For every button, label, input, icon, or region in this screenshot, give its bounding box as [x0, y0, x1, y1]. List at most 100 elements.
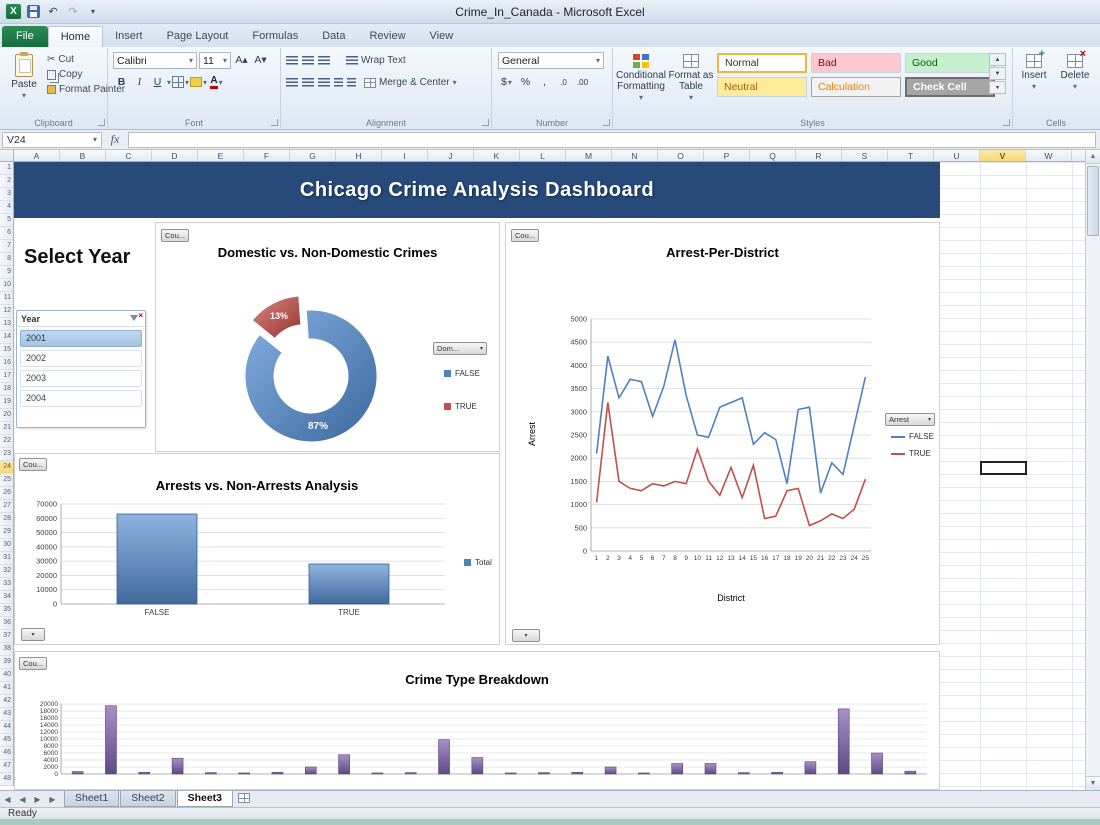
formula-input[interactable]: [128, 131, 1096, 148]
row-header-47[interactable]: 47: [0, 760, 13, 773]
row-header-46[interactable]: 46: [0, 747, 13, 760]
select-all-corner[interactable]: [0, 150, 14, 162]
column-header-C[interactable]: C: [106, 150, 152, 161]
merge-center-button[interactable]: Merge & Center ▾: [364, 75, 457, 90]
accounting-format-button[interactable]: $ ▾: [501, 76, 512, 88]
vertical-scroll-thumb[interactable]: [1087, 166, 1099, 236]
bar-axis-field-button[interactable]: ▾: [21, 628, 45, 641]
column-header-T[interactable]: T: [888, 150, 934, 161]
row-header-21[interactable]: 21: [0, 422, 13, 435]
row-header-41[interactable]: 41: [0, 682, 13, 695]
row-header-4[interactable]: 4: [0, 201, 13, 214]
paste-button[interactable]: Paste ▾: [5, 50, 43, 101]
column-header-A[interactable]: A: [14, 150, 60, 161]
row-header-26[interactable]: 26: [0, 487, 13, 500]
row-header-11[interactable]: 11: [0, 292, 13, 305]
slicer-item-2004[interactable]: 2004: [20, 390, 142, 407]
row-header-13[interactable]: 13: [0, 318, 13, 331]
clear-filter-icon[interactable]: [129, 311, 143, 324]
row-header-17[interactable]: 17: [0, 370, 13, 383]
sheet-tab-sheet1[interactable]: Sheet1: [64, 791, 120, 807]
row-header-30[interactable]: 30: [0, 539, 13, 552]
prev-sheet-button[interactable]: ◀: [19, 794, 26, 804]
column-header-U[interactable]: U: [934, 150, 980, 161]
column-header-J[interactable]: J: [428, 150, 474, 161]
increase-decimal-button[interactable]: .0: [560, 77, 567, 87]
row-header-42[interactable]: 42: [0, 695, 13, 708]
row-header-37[interactable]: 37: [0, 630, 13, 643]
column-header-W[interactable]: W: [1026, 150, 1072, 161]
tab-page-layout[interactable]: Page Layout: [166, 30, 229, 42]
last-sheet-button[interactable]: ▶: [49, 794, 56, 804]
column-header-F[interactable]: F: [244, 150, 290, 161]
tab-data[interactable]: Data: [322, 30, 346, 42]
row-header-3[interactable]: 3: [0, 188, 13, 201]
borders-button[interactable]: ▾: [172, 74, 189, 90]
row-header-25[interactable]: 25: [0, 474, 13, 487]
column-header-D[interactable]: D: [152, 150, 198, 161]
styles-gallery-more-button[interactable]: ▾: [989, 81, 1006, 94]
line-series-field-button[interactable]: Arrest ▾: [885, 413, 935, 426]
row-header-1[interactable]: 1: [0, 162, 13, 175]
styles-gallery-down-button[interactable]: ▼: [989, 67, 1006, 80]
selected-cell[interactable]: [980, 461, 1027, 475]
cell-style-normal[interactable]: Normal: [717, 53, 807, 73]
slicer-item-2003[interactable]: 2003: [20, 370, 142, 387]
row-header-23[interactable]: 23: [0, 448, 13, 461]
redo-button[interactable]: ↷: [68, 6, 78, 18]
number-format-select[interactable]: General ▾: [498, 52, 604, 69]
column-header-L[interactable]: L: [520, 150, 566, 161]
font-family-select[interactable]: Calibri ▾: [113, 52, 197, 69]
decrease-indent-icon[interactable]: [334, 78, 343, 87]
row-header-27[interactable]: 27: [0, 500, 13, 513]
align-left-icon[interactable]: [286, 78, 298, 87]
name-box-dropdown-icon[interactable]: ▾: [92, 135, 97, 144]
tab-formulas[interactable]: Formulas: [252, 30, 299, 42]
tab-view[interactable]: View: [429, 30, 454, 42]
breakdown-chart-container[interactable]: Cou... Crime Type Breakdown 0 2000 4000 600…: [14, 651, 940, 790]
insert-function-button[interactable]: fx: [110, 132, 120, 146]
copy-button[interactable]: Copy: [47, 67, 125, 82]
next-sheet-button[interactable]: ▶: [34, 794, 41, 804]
row-header-18[interactable]: 18: [0, 383, 13, 396]
styles-gallery-up-button[interactable]: ▲: [989, 53, 1006, 66]
column-header-K[interactable]: K: [474, 150, 520, 161]
row-header-38[interactable]: 38: [0, 643, 13, 656]
slicer-item-2001[interactable]: 2001: [20, 330, 142, 347]
number-dialog-launcher-icon[interactable]: [603, 119, 610, 126]
wrap-text-button[interactable]: Wrap Text: [346, 53, 406, 68]
cell-style-neutral[interactable]: Neutral: [717, 77, 807, 97]
decrease-decimal-button[interactable]: .00: [576, 77, 589, 87]
styles-dialog-launcher-icon[interactable]: [1003, 119, 1010, 126]
row-header-5[interactable]: 5: [0, 214, 13, 227]
row-header-31[interactable]: 31: [0, 552, 13, 565]
align-right-icon[interactable]: [318, 78, 330, 87]
scroll-down-arrow[interactable]: ▼: [1086, 776, 1100, 790]
row-header-8[interactable]: 8: [0, 253, 13, 266]
cell-style-calculation[interactable]: Calculation: [811, 77, 901, 97]
tab-file[interactable]: File: [2, 26, 48, 47]
align-middle-icon[interactable]: [302, 56, 314, 65]
cell-style-bad[interactable]: Bad: [811, 53, 901, 73]
row-header-14[interactable]: 14: [0, 331, 13, 344]
column-header-M[interactable]: M: [566, 150, 612, 161]
row-header-28[interactable]: 28: [0, 513, 13, 526]
column-header-Q[interactable]: Q: [750, 150, 796, 161]
alignment-dialog-launcher-icon[interactable]: [482, 119, 489, 126]
bar-chart-container[interactable]: Cou... Arrests vs. Non-Arrests Analysis …: [14, 453, 500, 645]
row-header-33[interactable]: 33: [0, 578, 13, 591]
row-header-16[interactable]: 16: [0, 357, 13, 370]
align-center-icon[interactable]: [302, 78, 314, 87]
column-header-N[interactable]: N: [612, 150, 658, 161]
row-header-43[interactable]: 43: [0, 708, 13, 721]
format-as-table-button[interactable]: Format as Table ▾: [667, 50, 715, 103]
tab-review[interactable]: Review: [369, 30, 406, 42]
column-header-G[interactable]: G: [290, 150, 336, 161]
column-header-R[interactable]: R: [796, 150, 842, 161]
italic-button[interactable]: I: [137, 76, 142, 88]
insert-cells-button[interactable]: + Insert ▾: [1021, 48, 1047, 92]
delete-cells-button[interactable]: × Delete ▾: [1060, 48, 1090, 92]
vertical-scrollbar[interactable]: ▲ ▼: [1085, 150, 1100, 790]
fill-color-button[interactable]: ▾: [190, 74, 207, 90]
scroll-up-arrow[interactable]: ▲: [1086, 150, 1100, 164]
